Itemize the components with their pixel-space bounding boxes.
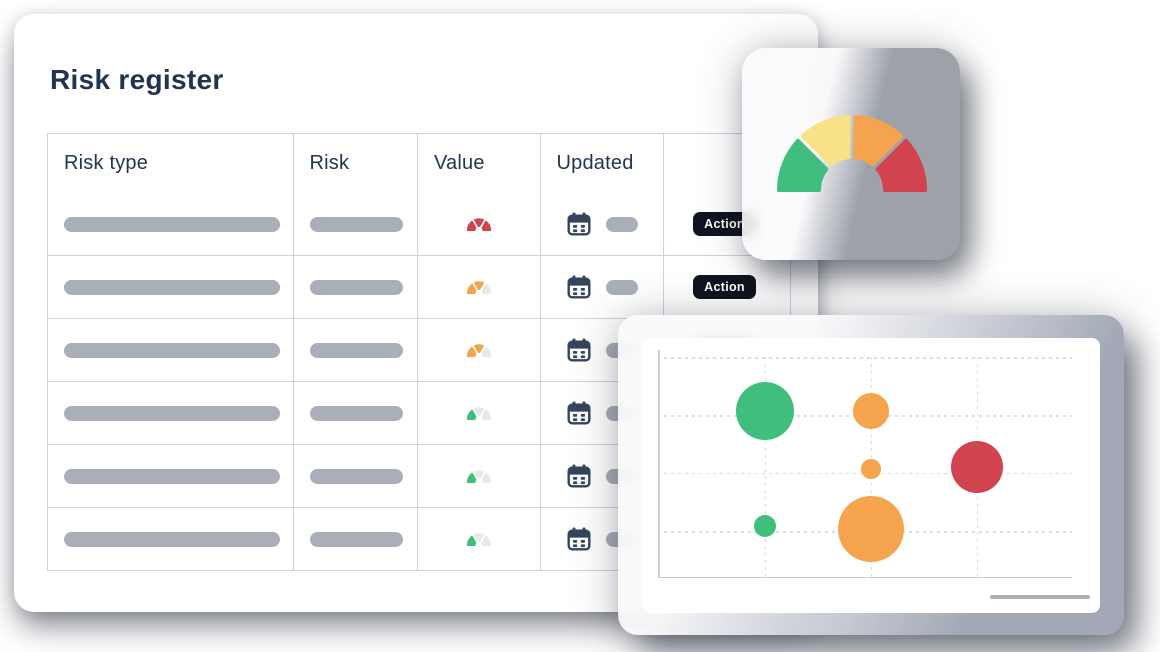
risk-type-cell [48, 508, 293, 570]
gauge-segment-green [777, 138, 829, 192]
risk-cell [292, 193, 418, 255]
updated-cell [539, 256, 664, 318]
y-axis-line [658, 350, 660, 578]
gauge-segment-orange [473, 343, 484, 353]
risk-cell [292, 382, 418, 444]
risk-value-gauge-icon [466, 217, 491, 231]
risk-type-cell [48, 445, 293, 507]
updated-cell [539, 193, 664, 255]
gauge-segment-muted [481, 535, 491, 546]
risk-type-cell [48, 319, 293, 381]
updated-date-placeholder-pill [605, 279, 638, 295]
value-cell [417, 193, 540, 255]
risk-cell [292, 508, 418, 570]
column-header-actions [663, 134, 785, 193]
table-header-row: Risk type Risk Value Updated [48, 134, 790, 193]
gauge-segment-red [466, 220, 477, 231]
calendar-icon [567, 464, 591, 488]
risk-placeholder-pill [309, 342, 403, 358]
table-row: Action [48, 255, 790, 318]
risk-value-gauge-icon [466, 532, 491, 546]
risk-placeholder-pill [309, 405, 403, 421]
gauge-segment-muted [473, 406, 484, 416]
column-header-value: Value [417, 134, 540, 193]
gauge-segment-muted [481, 472, 491, 483]
chart-bubble-red [950, 441, 1003, 493]
gauge-segment-orange [853, 115, 904, 167]
gauge-segment-orange [466, 346, 477, 357]
calendar-icon [567, 527, 591, 551]
gauge-segment-green [466, 472, 477, 483]
risk-type-placeholder-pill [64, 405, 280, 421]
column-header-updated: Updated [539, 134, 664, 193]
gauge-segment-orange [466, 283, 477, 294]
risk-type-cell [48, 256, 293, 318]
page-title: Risk register [50, 64, 224, 95]
gauge-segment-red [875, 138, 927, 192]
horizontal-gridline [664, 357, 1072, 359]
gauge-segment-muted [473, 532, 484, 542]
value-cell [417, 445, 540, 507]
vertical-gridline [764, 357, 767, 578]
gauge-segment-green [466, 535, 477, 546]
value-cell [417, 382, 540, 444]
bubble-chart-card [618, 315, 1124, 635]
gauge-segment-muted [481, 346, 491, 357]
risk-value-gauge-icon [466, 469, 491, 483]
risk-placeholder-pill [309, 216, 403, 232]
chart-bubble-green [753, 514, 776, 537]
updated-date-placeholder-pill [605, 216, 638, 232]
gauge-card [742, 48, 960, 260]
value-cell [417, 256, 540, 318]
risk-type-placeholder-pill [64, 279, 280, 295]
gauge-segment-orange [473, 280, 484, 290]
chart-bubble-orange [852, 393, 889, 430]
value-cell [417, 319, 540, 381]
action-cell: Action [663, 256, 785, 318]
risk-value-gauge-icon [466, 406, 491, 420]
risk-type-cell [48, 382, 293, 444]
action-button[interactable]: Action [693, 274, 756, 300]
risk-placeholder-pill [309, 531, 403, 547]
calendar-icon [567, 338, 591, 362]
gauge-segment-red [481, 220, 491, 231]
gauge-segment-green [466, 409, 477, 420]
risk-type-cell [48, 193, 293, 255]
column-header-risk: Risk [292, 134, 418, 193]
risk-type-placeholder-pill [64, 342, 280, 358]
risk-value-gauge-icon [466, 280, 491, 294]
column-header-risk-type: Risk type [64, 152, 149, 174]
calendar-icon [567, 275, 591, 299]
table-row: Action [48, 193, 790, 255]
gauge-segment-muted [481, 283, 491, 294]
risk-cell [292, 445, 418, 507]
x-axis-line [658, 576, 1072, 578]
gauge-segment-muted [481, 409, 491, 420]
risk-cell [292, 319, 418, 381]
calendar-icon [567, 401, 591, 425]
chart-scrollbar-line [990, 595, 1090, 599]
risk-placeholder-pill [309, 468, 403, 484]
risk-type-placeholder-pill [64, 216, 280, 232]
chart-bubble-orange [860, 459, 881, 479]
risk-cell [292, 256, 418, 318]
risk-value-gauge-icon [466, 343, 491, 357]
bubble-chart-plot-area [658, 350, 1072, 578]
risk-gauge-meter [777, 115, 927, 192]
bubble-chart-panel [643, 338, 1100, 613]
risk-type-placeholder-pill [64, 468, 280, 484]
value-cell [417, 508, 540, 570]
gauge-segment-red [473, 217, 484, 227]
gauge-segment-muted [473, 469, 484, 479]
chart-bubble-orange [837, 496, 904, 562]
risk-placeholder-pill [309, 279, 403, 295]
risk-type-placeholder-pill [64, 531, 280, 547]
calendar-icon [567, 212, 591, 236]
gauge-segment-yellow [800, 115, 851, 167]
chart-bubble-green [735, 382, 794, 441]
